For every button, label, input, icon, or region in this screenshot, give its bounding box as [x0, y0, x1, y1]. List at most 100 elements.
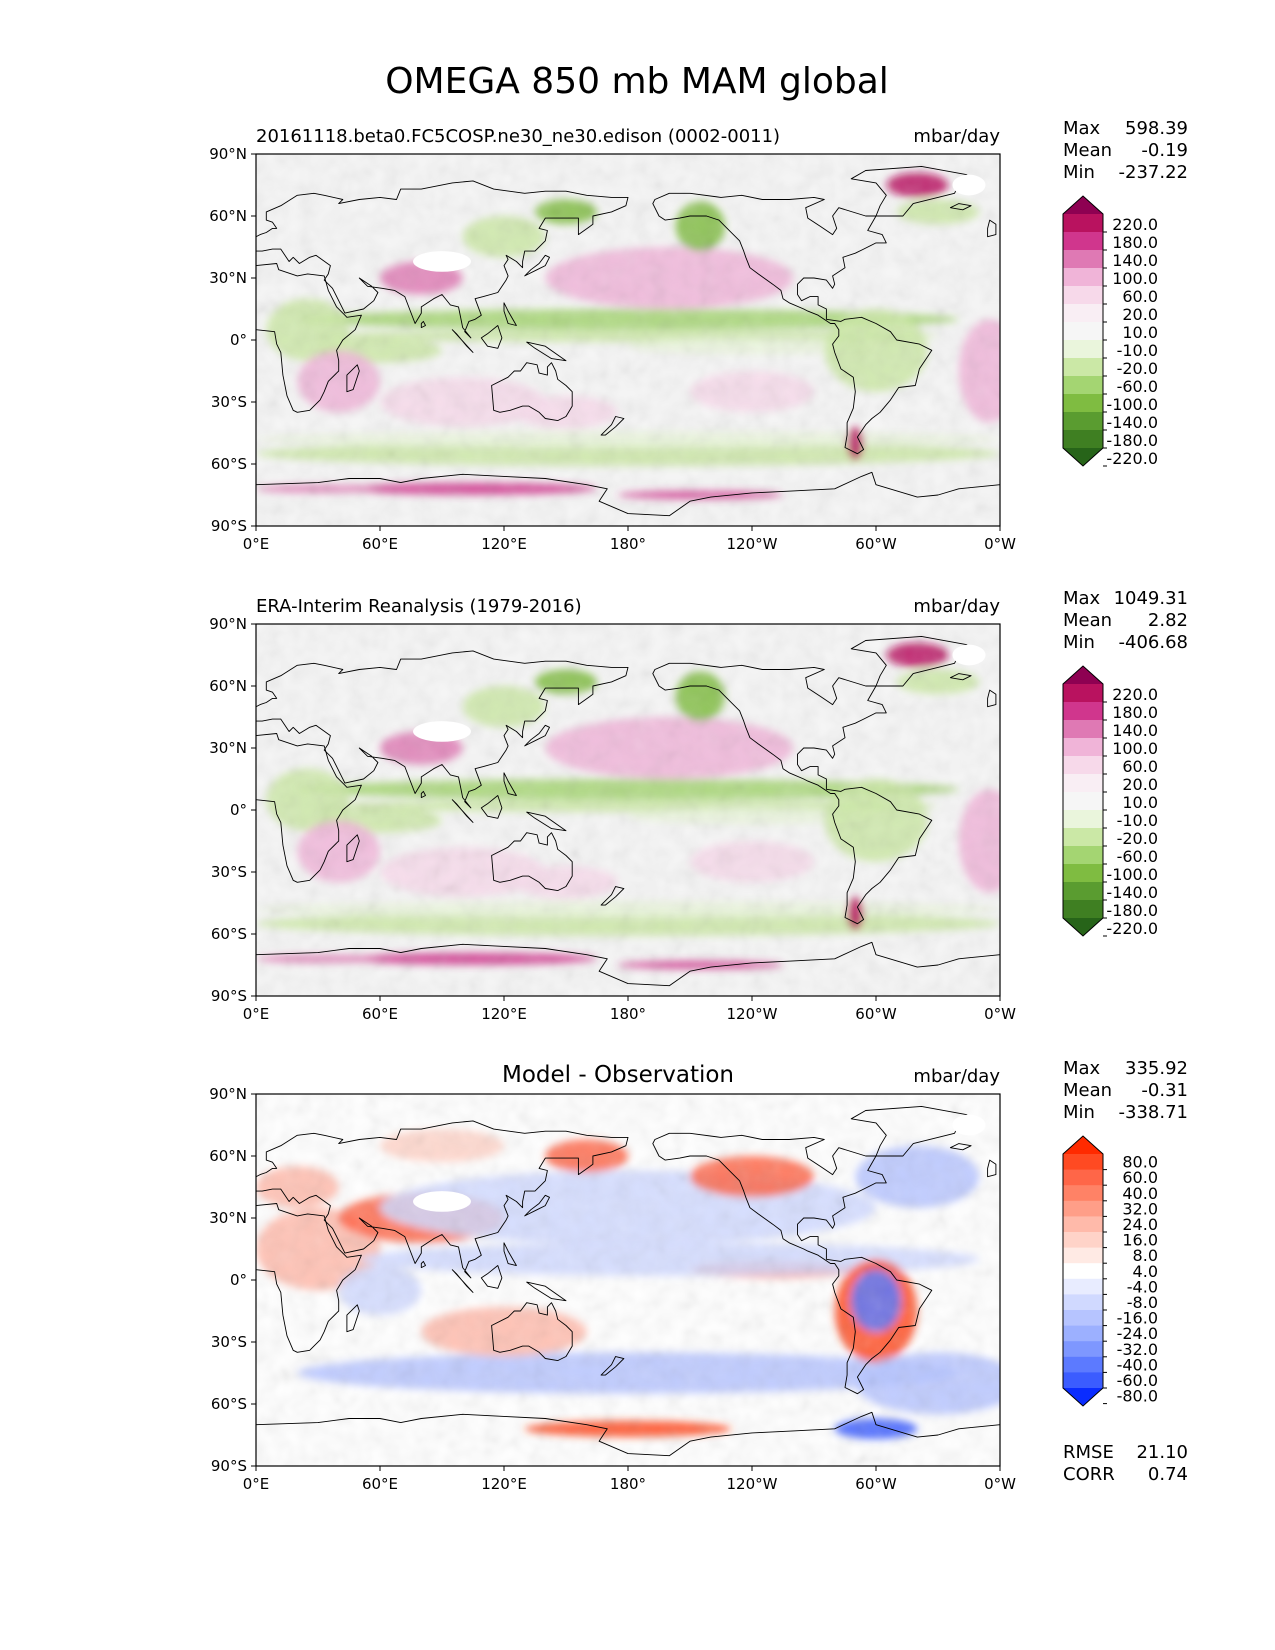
- coastline: [524, 724, 550, 747]
- colorbar-segment: [1063, 810, 1103, 829]
- coastline: [420, 1260, 426, 1269]
- colorbar-label: -20.0: [1117, 359, 1158, 378]
- colorbar-segment: [1063, 1200, 1103, 1217]
- y-tick-label: 60°N: [209, 677, 247, 695]
- units-label: mbar/day: [913, 596, 1000, 617]
- colorbar-segment: [1063, 1154, 1103, 1171]
- panel-3: 0°E 60°E 120°E 180° 120°W 60°W 0°W 90°N 60°N 30°N…: [209, 1058, 1188, 1493]
- coastline: [451, 799, 474, 823]
- y-tick-label: 90°N: [209, 615, 247, 633]
- colorbar-segment: [1063, 340, 1103, 359]
- stat-label: Mean: [1063, 140, 1112, 161]
- colorbar-label: 180.0: [1112, 233, 1158, 252]
- figure-title: OMEGA 850 mb MAM global: [385, 61, 889, 102]
- y-tick-label: 60°S: [211, 455, 247, 473]
- colorbar-label: -60.0: [1117, 847, 1158, 866]
- footer-stat-value: 0.74: [1148, 1464, 1188, 1485]
- x-tick-label: 120°W: [727, 535, 778, 553]
- colorbar-segment: [1063, 864, 1103, 883]
- colorbar-segment: [1063, 1185, 1103, 1202]
- colorbar-label: -100.0: [1106, 395, 1158, 414]
- colorbar-extend-bottom: [1063, 1388, 1103, 1406]
- colorbar-label: 10.0: [1122, 323, 1158, 342]
- colorbar-label: 8.0: [1133, 1246, 1158, 1265]
- colorbar-label: -60.0: [1117, 377, 1158, 396]
- colorbar-segment: [1063, 756, 1103, 775]
- terrain-mask: [413, 1191, 471, 1212]
- colorbar-label: 60.0: [1122, 287, 1158, 306]
- coastline: [652, 1132, 933, 1395]
- colorbar-segment: [1063, 304, 1103, 323]
- x-tick-label: 180°: [610, 1475, 646, 1493]
- colorbar-segment: [1063, 214, 1103, 233]
- colorbar-segment: [1063, 774, 1103, 793]
- colorbar-label: -16.0: [1117, 1309, 1158, 1328]
- colorbar-segment: [1063, 882, 1103, 901]
- panel-title: 20161118.beta0.FC5COSP.ne30_ne30.edison …: [256, 126, 780, 147]
- field-texture: [256, 154, 1000, 526]
- stat-value: 335.92: [1125, 1058, 1188, 1079]
- coastlines: [256, 1105, 1000, 1466]
- x-tick-label: 0°E: [243, 1005, 270, 1023]
- terrain-mask: [952, 1114, 986, 1136]
- colorbar-segment: [1063, 1232, 1103, 1249]
- colorbar-segment: [1063, 1372, 1103, 1389]
- coastlines: [256, 635, 1000, 996]
- coastline: [503, 302, 517, 326]
- coastline: [526, 811, 567, 832]
- x-tick-label: 120°E: [481, 1005, 527, 1023]
- colorbar-segment: [1063, 738, 1103, 757]
- coastline: [480, 1265, 503, 1289]
- colorbar-label: 100.0: [1112, 269, 1158, 288]
- colorbar-label: 60.0: [1122, 757, 1158, 776]
- x-tick-label: 0°W: [984, 1475, 1016, 1493]
- coastline: [256, 733, 362, 883]
- coastline: [526, 341, 567, 362]
- colorbar-label: -8.0: [1127, 1293, 1158, 1312]
- colorbar-label: -180.0: [1106, 431, 1158, 450]
- colorbar-label: -20.0: [1117, 829, 1158, 848]
- coastline: [256, 1203, 362, 1353]
- coastline: [346, 364, 360, 393]
- x-tick-label: 60°W: [855, 1475, 897, 1493]
- colorbar-label: -100.0: [1106, 865, 1158, 884]
- colorbar-extend-bottom: [1063, 918, 1103, 936]
- colorbar: 220.0180.0140.0100.060.020.010.0-10.0-20…: [1062, 665, 1158, 938]
- colorbar-extend-top: [1063, 196, 1103, 214]
- colorbar-label: 40.0: [1122, 1184, 1158, 1203]
- terrain-mask: [952, 644, 986, 666]
- coastline: [451, 329, 474, 353]
- y-tick-label: 30°S: [211, 1333, 247, 1351]
- x-tick-label: 60°E: [362, 1005, 398, 1023]
- colorbar-label: 80.0: [1122, 1153, 1158, 1172]
- stat-value: -0.19: [1141, 140, 1188, 161]
- x-tick-label: 0°E: [243, 535, 270, 553]
- field-texture: [256, 624, 1000, 996]
- stat-label: Min: [1063, 632, 1095, 653]
- stat-label: Mean: [1063, 610, 1112, 631]
- y-tick-label: 60°S: [211, 1395, 247, 1413]
- coastline: [491, 362, 573, 422]
- coastline: [949, 1143, 972, 1151]
- colorbar-segment: [1063, 286, 1103, 305]
- stat-label: Max: [1063, 588, 1101, 609]
- colorbar-segment: [1063, 1278, 1103, 1295]
- coastline: [256, 263, 362, 413]
- coastline: [451, 1269, 474, 1293]
- x-tick-label: 0°E: [243, 1475, 270, 1493]
- colorbar-label: -24.0: [1117, 1324, 1158, 1343]
- colorbar-label: 16.0: [1122, 1231, 1158, 1250]
- coastline: [420, 790, 426, 799]
- colorbar-segment: [1063, 322, 1103, 341]
- y-tick-label: 60°N: [209, 1147, 247, 1165]
- y-tick-label: 30°N: [209, 1209, 247, 1227]
- colorbar-segment: [1063, 1356, 1103, 1373]
- x-tick-label: 0°W: [984, 1005, 1016, 1023]
- colorbar-label: 10.0: [1122, 793, 1158, 812]
- coastline: [987, 219, 997, 238]
- colorbar-segment: [1063, 684, 1103, 703]
- coastline: [524, 1194, 550, 1217]
- x-tick-label: 120°E: [481, 1475, 527, 1493]
- coastline: [256, 180, 629, 339]
